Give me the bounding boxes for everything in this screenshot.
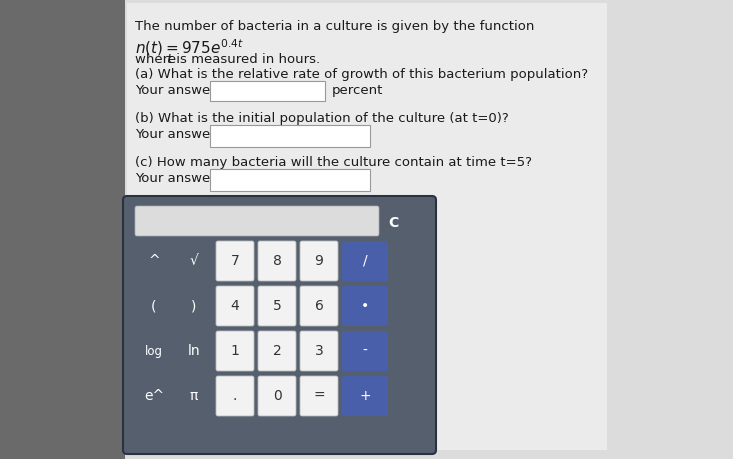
FancyBboxPatch shape [342, 331, 388, 371]
Bar [0, 0, 125, 459]
Text: $n(t) = 975e^{0.4t}$: $n(t) = 975e^{0.4t}$ [135, 37, 244, 58]
FancyBboxPatch shape [127, 3, 607, 450]
Text: +: + [359, 389, 371, 403]
FancyBboxPatch shape [258, 286, 296, 326]
Text: ): ) [191, 299, 196, 313]
Text: -: - [363, 344, 367, 358]
FancyBboxPatch shape [216, 376, 254, 416]
FancyBboxPatch shape [300, 241, 338, 281]
Text: (b) What is the initial population of the culture (at t=0)?: (b) What is the initial population of th… [135, 112, 509, 125]
Text: e^: e^ [144, 389, 164, 403]
Text: 2: 2 [273, 344, 281, 358]
Text: ln: ln [188, 344, 200, 358]
FancyBboxPatch shape [136, 286, 172, 326]
Text: C: C [388, 216, 398, 230]
FancyBboxPatch shape [342, 376, 388, 416]
Text: /: / [363, 254, 367, 268]
FancyBboxPatch shape [210, 125, 370, 147]
FancyBboxPatch shape [136, 331, 172, 371]
Text: 6: 6 [314, 299, 323, 313]
Text: 9: 9 [314, 254, 323, 268]
FancyBboxPatch shape [176, 241, 212, 281]
Text: 1: 1 [231, 344, 240, 358]
FancyBboxPatch shape [258, 376, 296, 416]
Text: (a) What is the relative rate of growth of this bacterium population?: (a) What is the relative rate of growth … [135, 68, 588, 81]
Text: 8: 8 [273, 254, 281, 268]
Text: 3: 3 [314, 344, 323, 358]
FancyBboxPatch shape [342, 241, 388, 281]
FancyBboxPatch shape [176, 376, 212, 416]
Text: Your answer is: Your answer is [135, 128, 231, 141]
Text: =: = [313, 389, 325, 403]
Bar [125, 0, 733, 459]
FancyBboxPatch shape [300, 286, 338, 326]
FancyBboxPatch shape [176, 286, 212, 326]
FancyBboxPatch shape [258, 331, 296, 371]
Text: .: . [233, 389, 237, 403]
FancyBboxPatch shape [210, 81, 325, 101]
Text: 4: 4 [231, 299, 240, 313]
FancyBboxPatch shape [216, 331, 254, 371]
Text: is measured in hours.: is measured in hours. [172, 53, 320, 66]
Text: (: ( [151, 299, 157, 313]
FancyBboxPatch shape [300, 331, 338, 371]
Text: 5: 5 [273, 299, 281, 313]
FancyBboxPatch shape [135, 206, 379, 236]
Text: Your answer is: Your answer is [135, 172, 231, 185]
Text: 0: 0 [273, 389, 281, 403]
Text: 7: 7 [231, 254, 240, 268]
Text: ^: ^ [148, 254, 160, 268]
FancyBboxPatch shape [342, 286, 388, 326]
FancyBboxPatch shape [216, 241, 254, 281]
Text: percent: percent [332, 84, 383, 97]
Text: t: t [166, 53, 172, 66]
Text: log: log [145, 345, 163, 358]
Text: √: √ [190, 254, 199, 268]
FancyBboxPatch shape [136, 241, 172, 281]
FancyBboxPatch shape [123, 196, 436, 454]
FancyBboxPatch shape [216, 286, 254, 326]
FancyBboxPatch shape [300, 376, 338, 416]
Text: Your answer is: Your answer is [135, 84, 231, 97]
FancyBboxPatch shape [210, 169, 370, 191]
Text: •: • [361, 299, 369, 313]
FancyBboxPatch shape [258, 241, 296, 281]
Text: The number of bacteria in a culture is given by the function: The number of bacteria in a culture is g… [135, 20, 534, 33]
FancyBboxPatch shape [176, 331, 212, 371]
Text: where: where [135, 53, 180, 66]
FancyBboxPatch shape [136, 376, 172, 416]
Text: (c) How many bacteria will the culture contain at time t=5?: (c) How many bacteria will the culture c… [135, 156, 532, 169]
Text: π: π [190, 389, 198, 403]
